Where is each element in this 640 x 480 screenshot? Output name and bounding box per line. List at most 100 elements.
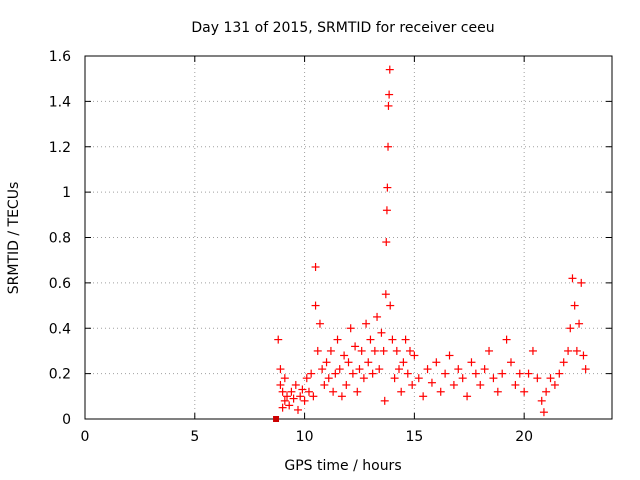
data-point [550, 380, 559, 389]
data-point [555, 369, 564, 378]
data-point [502, 335, 511, 344]
data-point [449, 380, 458, 389]
y-tick-label: 0 [62, 412, 71, 428]
data-point [382, 238, 391, 247]
data-point [382, 206, 391, 215]
data-point [498, 369, 507, 378]
data-point [344, 358, 353, 367]
data-point [370, 346, 379, 355]
data-point [463, 392, 472, 401]
data-point [331, 369, 340, 378]
data-point [410, 351, 419, 360]
data-point [302, 374, 311, 383]
data-point [320, 380, 329, 389]
data-point [419, 392, 428, 401]
data-point [280, 374, 289, 383]
data-point [273, 416, 280, 422]
data-point [293, 405, 302, 414]
data-point [375, 365, 384, 374]
data-point [476, 380, 485, 389]
data-point [577, 278, 586, 287]
data-point [329, 387, 338, 396]
data-point [515, 369, 524, 378]
data-point [276, 365, 285, 374]
data-point [403, 369, 412, 378]
y-tick-label: 1.4 [49, 94, 71, 110]
data-point [381, 290, 390, 299]
data-point [581, 365, 590, 374]
data-point [564, 346, 573, 355]
x-tick-label: 0 [81, 429, 90, 445]
data-point [315, 319, 324, 328]
data-point [397, 387, 406, 396]
data-point [390, 374, 399, 383]
data-point [377, 328, 386, 337]
data-point [533, 374, 542, 383]
x-tick-label: 5 [190, 429, 199, 445]
data-point [546, 374, 555, 383]
data-point [427, 378, 436, 387]
data-point [368, 369, 377, 378]
y-axis-label: SRMTID / TECUs [6, 182, 22, 295]
grid [85, 56, 612, 419]
data-point [471, 369, 480, 378]
data-point [480, 365, 489, 374]
data-point [313, 346, 322, 355]
y-tick-label: 0.4 [49, 321, 71, 337]
data-point [385, 65, 394, 74]
y-ticks: 0 0.2 0.4 0.6 0.8 1 1.2 1.4 1.6 [49, 49, 612, 428]
data-point [392, 346, 401, 355]
data-point [285, 401, 294, 410]
data-point [335, 365, 344, 374]
data-point [311, 301, 320, 310]
data-point [458, 374, 467, 383]
data-point [572, 346, 581, 355]
x-axis-label: GPS time / hours [284, 458, 401, 474]
data-point [386, 301, 395, 310]
data-point [395, 365, 404, 374]
data-point [278, 387, 287, 396]
data-point [575, 319, 584, 328]
data-point [280, 396, 289, 405]
data-point [485, 346, 494, 355]
data-point [441, 369, 450, 378]
data-point [384, 142, 393, 151]
data-point [539, 408, 548, 417]
data-point [348, 369, 357, 378]
data-point [300, 396, 309, 405]
data-point [362, 319, 371, 328]
data-point [324, 374, 333, 383]
data-point [298, 385, 307, 394]
data-point [289, 394, 298, 403]
x-tick-label: 15 [405, 429, 423, 445]
data-point [520, 387, 529, 396]
data-point [436, 387, 445, 396]
data-point [355, 365, 364, 374]
data-point [524, 369, 533, 378]
data-point [401, 335, 410, 344]
data-point [423, 365, 432, 374]
data-point [445, 351, 454, 360]
data-point [493, 387, 502, 396]
data-point [408, 380, 417, 389]
data-point [414, 374, 423, 383]
data-point [570, 301, 579, 310]
data-point [318, 365, 327, 374]
data-point [307, 369, 316, 378]
y-tick-label: 1.2 [49, 140, 71, 156]
data-point [385, 90, 394, 99]
data-point [579, 351, 588, 360]
data-point [366, 335, 375, 344]
chart-title: Day 131 of 2015, SRMTID for receiver cee… [191, 20, 494, 36]
data-point [373, 312, 382, 321]
data-point [311, 262, 320, 271]
data-point [278, 403, 287, 412]
data-point [296, 392, 305, 401]
data-point [542, 387, 551, 396]
data-point [326, 346, 335, 355]
data-point [274, 335, 283, 344]
data-point [359, 374, 368, 383]
data-point [559, 358, 568, 367]
data-point [342, 380, 351, 389]
